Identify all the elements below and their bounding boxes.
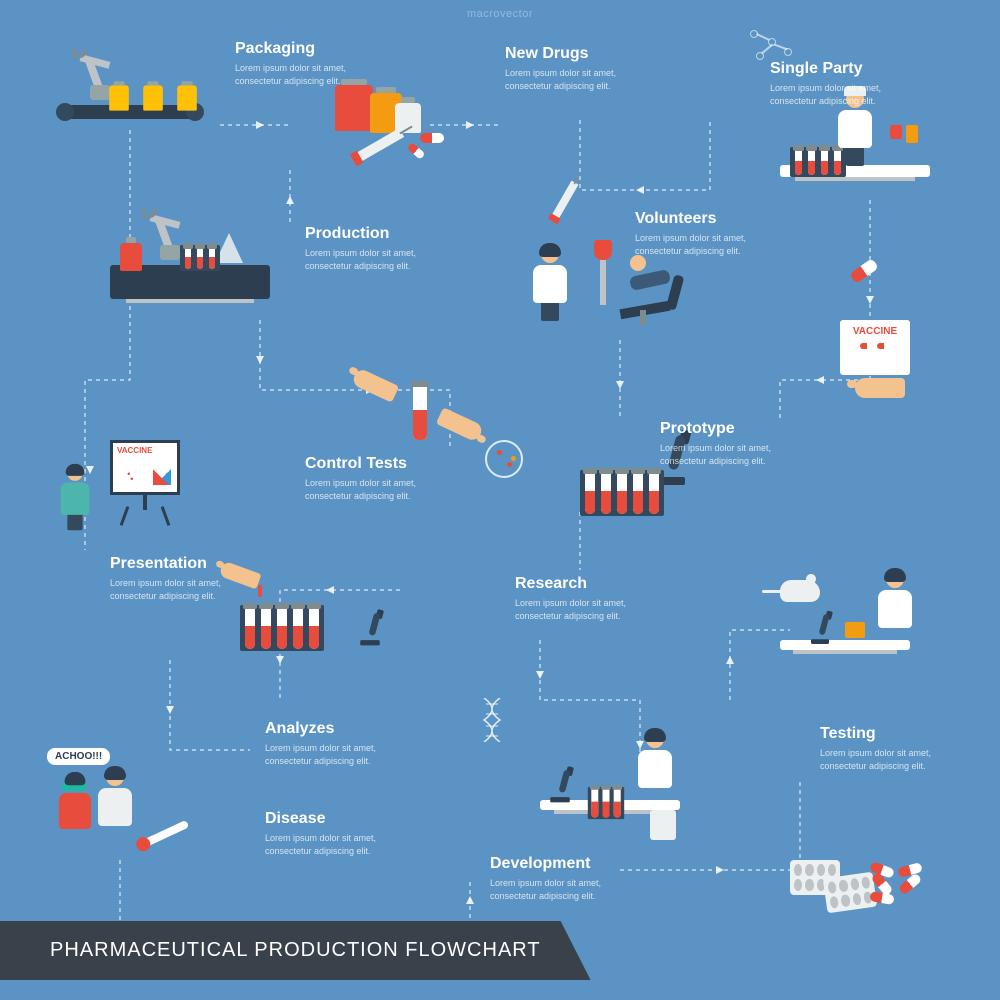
node-title: Testing [820,725,980,743]
node-subtitle: Lorem ipsum dolor sit amet, consectetur … [265,742,425,767]
node-title: Prototype [660,420,820,438]
node-volunteers: Volunteers Lorem ipsum dolor sit amet, co… [635,210,795,257]
node-title: Packaging [235,40,395,58]
petri-icon [485,440,523,478]
vaccine-box: VACCINE [840,320,910,375]
node-packaging: Packaging Lorem ipsum dolor sit amet, con… [235,40,395,87]
node-analyzes: Analyzes Lorem ipsum dolor sit amet, cons… [265,720,425,767]
node-presentation: Presentation Lorem ipsum dolor sit amet, … [110,555,270,602]
node-subtitle: Lorem ipsum dolor sit amet, consectetur … [490,877,650,902]
watermark-top: macrovector [467,8,533,20]
node-subtitle: Lorem ipsum dolor sit amet, consectetur … [235,62,395,87]
node-subtitle: Lorem ipsum dolor sit amet, consectetur … [305,247,465,272]
node-subtitle: Lorem ipsum dolor sit amet, consectetur … [110,577,270,602]
node-title: Single Party [770,60,930,78]
node-prototype: Prototype Lorem ipsum dolor sit amet, con… [660,420,820,467]
node-title: Volunteers [635,210,795,228]
production-illus [110,225,270,259]
vaccine-box-label: VACCINE [853,326,897,337]
node-subtitle: Lorem ipsum dolor sit amet, consectetur … [515,597,675,622]
node-subtitle: Lorem ipsum dolor sit amet, consectetur … [505,67,665,92]
node-subtitle: Lorem ipsum dolor sit amet, consectetur … [660,442,820,467]
packaging-illus [60,50,200,119]
node-title: Control Tests [305,455,465,473]
node-title: New Drugs [505,45,665,63]
node-title: Disease [265,810,425,828]
node-title: Research [515,575,675,593]
node-newdrugs: New Drugs Lorem ipsum dolor sit amet, con… [505,45,665,92]
node-subtitle: Lorem ipsum dolor sit amet, consectetur … [820,747,980,772]
node-title: Presentation [110,555,270,573]
node-controltests: Control Tests Lorem ipsum dolor sit amet,… [305,455,465,502]
node-research: Research Lorem ipsum dolor sit amet, cons… [515,575,675,622]
node-subtitle: Lorem ipsum dolor sit amet, consectetur … [265,832,425,857]
speech-bubble: ACHOO!!! [47,748,110,765]
node-disease: Disease Lorem ipsum dolor sit amet, conse… [265,810,425,857]
node-subtitle: Lorem ipsum dolor sit amet, consectetur … [305,477,465,502]
node-singleparty: Single Party Lorem ipsum dolor sit amet, … [770,60,930,107]
dna-icon [480,698,504,742]
node-development: Development Lorem ipsum dolor sit amet, c… [490,855,650,902]
node-title: Production [305,225,465,243]
node-subtitle: Lorem ipsum dolor sit amet, consectetur … [635,232,795,257]
node-title: Analyzes [265,720,425,738]
capsule-icon [850,265,878,277]
node-subtitle: Lorem ipsum dolor sit amet, consectetur … [770,82,930,107]
node-title: Development [490,855,650,873]
title-bar: PHARMACEUTICAL PRODUCTION FLOWCHART [0,921,591,980]
board-title: VACCINE [117,446,152,455]
node-testing: Testing Lorem ipsum dolor sit amet, conse… [820,725,980,772]
title-text: PHARMACEUTICAL PRODUCTION FLOWCHART [50,939,541,961]
node-production: Production Lorem ipsum dolor sit amet, co… [305,225,465,272]
